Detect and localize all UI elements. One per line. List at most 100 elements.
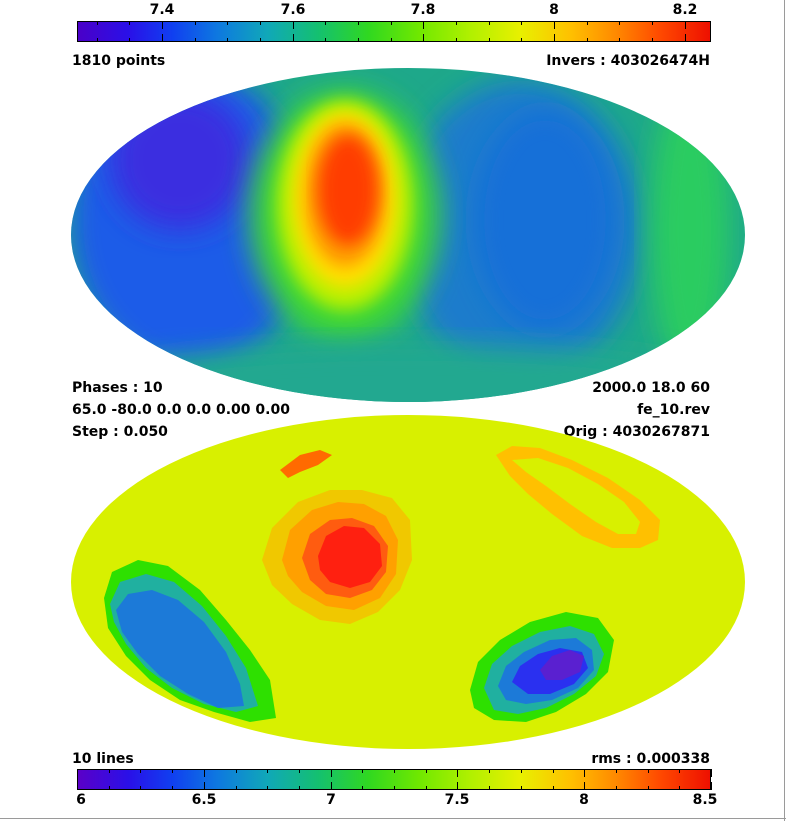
top-colorbar-major-tick [162, 21, 163, 29]
bottom-colorbar-minor-tick [648, 769, 649, 773]
epoch-label: 2000.0 18.0 60 [592, 380, 710, 396]
top-colorbar-major-tick [293, 21, 294, 29]
top-colorbar-minor-tick [195, 38, 196, 42]
bottom-colorbar-minor-tick [362, 786, 363, 790]
top-colorbar-major-tick [423, 34, 424, 42]
bottom-panel-left-label: 10 lines [72, 751, 134, 767]
top-colorbar-minor-tick [195, 21, 196, 25]
bottom-colorbar-minor-tick [267, 786, 268, 790]
bottom-colorbar-tick-label: 6.5 [191, 792, 217, 808]
bottom-colorbar-minor-tick [394, 769, 395, 773]
top-colorbar-minor-tick [97, 38, 98, 42]
top-colorbar [77, 21, 711, 42]
bottom-colorbar-minor-tick [426, 786, 427, 790]
bottom-colorbar-minor-tick [140, 769, 141, 773]
bottom-colorbar-major-tick [457, 782, 458, 790]
top-colorbar-major-tick [293, 34, 294, 42]
top-colorbar-minor-tick [325, 21, 326, 25]
bottom-colorbar-minor-tick [553, 769, 554, 773]
top-colorbar-minor-tick [260, 21, 261, 25]
bottom-colorbar-minor-tick [236, 786, 237, 790]
frame-right-border [784, 0, 785, 821]
bottom-colorbar-major-tick [584, 782, 585, 790]
top-colorbar-minor-tick [456, 21, 457, 25]
top-colorbar-minor-tick [652, 38, 653, 42]
frame-bottom-border [0, 818, 786, 819]
bottom-colorbar-tick-label: 7 [326, 792, 336, 808]
bottom-colorbar-minor-tick [426, 769, 427, 773]
top-colorbar-minor-tick [129, 38, 130, 42]
bottom-colorbar-minor-tick [140, 786, 141, 790]
top-colorbar-minor-tick [97, 21, 98, 25]
top-colorbar-minor-tick [587, 21, 588, 25]
bottom-colorbar-major-tick [331, 769, 332, 777]
top-colorbar-tick-label: 7.8 [410, 2, 436, 18]
bottom-colorbar-major-tick [204, 769, 205, 777]
bottom-colorbar-major-tick [711, 769, 712, 777]
top-colorbar-tick-label: 7.4 [149, 2, 175, 18]
top-colorbar-minor-tick [227, 38, 228, 42]
top-colorbar-minor-tick [619, 38, 620, 42]
bottom-colorbar-minor-tick [362, 769, 363, 773]
bottom-colorbar-minor-tick [489, 769, 490, 773]
bottom-colorbar-minor-tick [648, 786, 649, 790]
top-colorbar-minor-tick [391, 21, 392, 25]
bottom-colorbar-minor-tick [679, 769, 680, 773]
top-panel-left-label: 1810 points [72, 53, 166, 69]
bottom-colorbar-minor-tick [172, 786, 173, 790]
top-colorbar-minor-tick [587, 38, 588, 42]
params-label: 65.0 -80.0 0.0 0.0 0.00 0.00 [72, 402, 290, 418]
bottom-colorbar-major-tick [584, 769, 585, 777]
step-label: Step : 0.050 [72, 424, 168, 440]
top-colorbar-major-tick [685, 21, 686, 29]
bottom-colorbar-minor-tick [236, 769, 237, 773]
bottom-colorbar-tick-label: 6 [76, 792, 86, 808]
bottom-colorbar-minor-tick [109, 786, 110, 790]
file-label: fe_10.rev [637, 402, 710, 418]
bottom-colorbar-major-tick [711, 782, 712, 790]
top-colorbar-minor-tick [619, 21, 620, 25]
top-colorbar-minor-tick [652, 21, 653, 25]
bottom-colorbar-minor-tick [679, 786, 680, 790]
bottom-colorbar-major-tick [331, 782, 332, 790]
bottom-colorbar-major-tick [457, 769, 458, 777]
top-colorbar-minor-tick [489, 38, 490, 42]
top-colorbar-tick-label: 7.6 [280, 2, 306, 18]
top-colorbar-minor-tick [489, 21, 490, 25]
bottom-colorbar-minor-tick [299, 786, 300, 790]
top-colorbar-minor-tick [521, 21, 522, 25]
bottom-colorbar-major-tick [77, 782, 78, 790]
top-colorbar-minor-tick [325, 38, 326, 42]
top-colorbar-major-tick [554, 34, 555, 42]
top-colorbar-tick-label: 8 [549, 2, 559, 18]
bottom-colorbar-minor-tick [172, 769, 173, 773]
bottom-colorbar-minor-tick [616, 769, 617, 773]
top-panel-right-label: Invers : 403026474H [546, 53, 710, 69]
top-colorbar-minor-tick [521, 38, 522, 42]
top-colorbar-minor-tick [227, 21, 228, 25]
top-colorbar-major-tick [162, 34, 163, 42]
bottom-colorbar-major-tick [77, 769, 78, 777]
bottom-colorbar-tick-label: 8.5 [692, 792, 718, 808]
bottom-colorbar-minor-tick [521, 786, 522, 790]
bottom-colorbar-minor-tick [299, 769, 300, 773]
bottom-colorbar-minor-tick [109, 769, 110, 773]
bottom-colorbar-minor-tick [267, 769, 268, 773]
bottom-colorbar-tick-label: 8 [579, 792, 589, 808]
bottom-panel-right-label: rms : 0.000338 [591, 751, 710, 767]
top-colorbar-minor-tick [358, 21, 359, 25]
bottom-colorbar-minor-tick [489, 786, 490, 790]
top-colorbar-major-tick [423, 21, 424, 29]
top-colorbar-tick-label: 8.2 [672, 2, 698, 18]
bottom-colorbar-minor-tick [521, 769, 522, 773]
top-colorbar-minor-tick [129, 21, 130, 25]
orig-label: Orig : 4030267871 [563, 424, 710, 440]
bottom-colorbar-minor-tick [616, 786, 617, 790]
top-colorbar-minor-tick [260, 38, 261, 42]
bottom-colorbar-major-tick [204, 782, 205, 790]
bottom-colorbar-minor-tick [553, 786, 554, 790]
top-colorbar-major-tick [685, 34, 686, 42]
